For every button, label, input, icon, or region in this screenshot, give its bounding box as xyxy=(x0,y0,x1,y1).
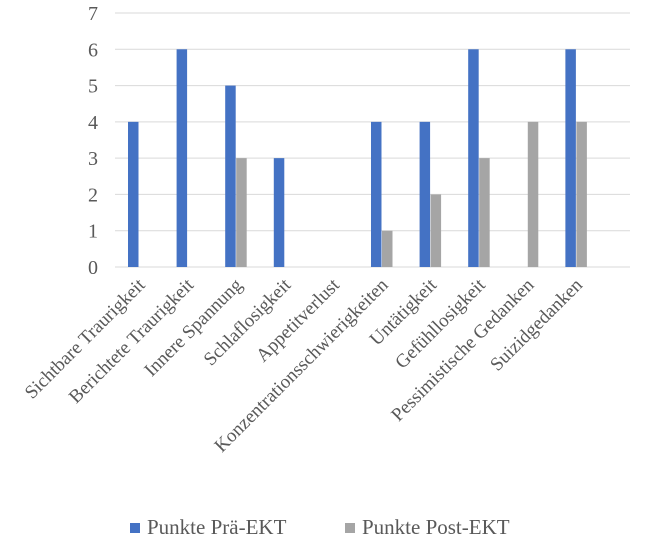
bar-pre xyxy=(273,158,285,267)
bar-pre xyxy=(225,85,236,267)
bar-pre xyxy=(370,121,382,267)
legend-label: Punkte Prä-EKT xyxy=(147,515,287,539)
legend-swatch xyxy=(345,523,355,533)
bar-post xyxy=(430,194,442,267)
y-tick-label: 1 xyxy=(88,221,98,243)
bar-pre xyxy=(565,49,576,268)
legend-label: Punkte Post-EKT xyxy=(362,515,510,539)
bar-post xyxy=(236,158,247,267)
legend: Punkte Prä-EKT Punkte Post-EKT xyxy=(130,515,510,539)
bar-post xyxy=(527,121,539,267)
bar-pre xyxy=(468,49,479,268)
y-tick-label: 4 xyxy=(88,112,98,134)
bar-post xyxy=(576,121,587,267)
bar-pre xyxy=(128,121,139,267)
y-tick-label: 5 xyxy=(88,76,98,98)
y-tick-label: 6 xyxy=(88,39,98,61)
bar-post xyxy=(381,230,393,267)
y-axis-ticks: 0 1 2 3 4 5 6 7 xyxy=(88,3,98,279)
bar-pre xyxy=(176,49,188,268)
bar-pre xyxy=(419,121,431,267)
bar-post xyxy=(479,158,490,267)
y-tick-label: 7 xyxy=(88,3,98,25)
legend-swatch xyxy=(130,523,140,533)
y-tick-label: 2 xyxy=(88,184,98,206)
y-tick-label: 3 xyxy=(88,148,98,170)
y-tick-label: 0 xyxy=(88,257,98,279)
bars xyxy=(128,49,587,268)
